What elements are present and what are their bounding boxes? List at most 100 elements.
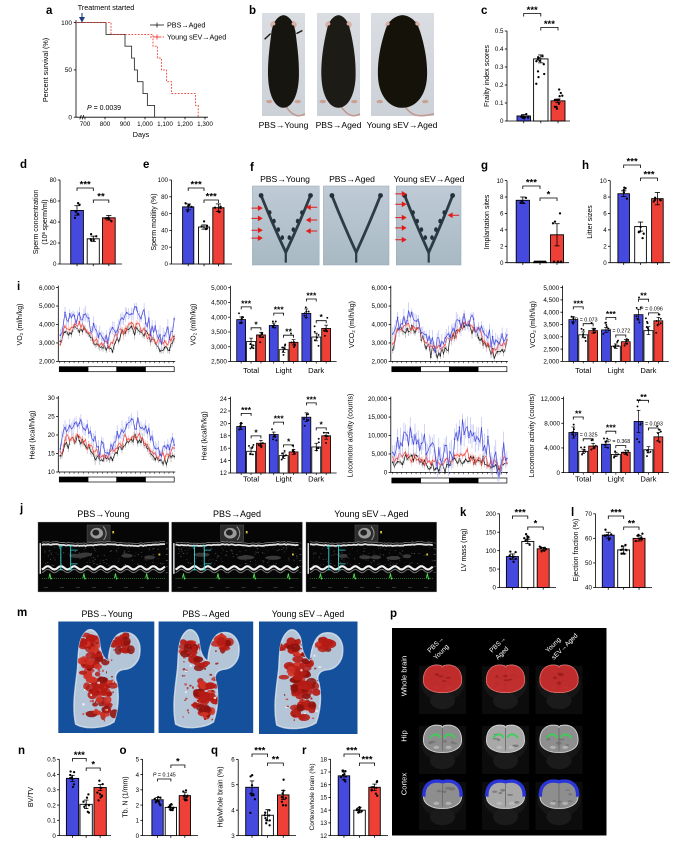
svg-text:3,000: 3,000 xyxy=(39,340,55,347)
svg-text:200: 200 xyxy=(486,511,497,518)
svg-text:3,500: 3,500 xyxy=(543,322,559,329)
svg-text:Light: Light xyxy=(275,366,292,375)
svg-text:Cortex: Cortex xyxy=(400,773,409,796)
svg-text:20: 20 xyxy=(48,432,56,439)
svg-text:0.1: 0.1 xyxy=(47,818,56,825)
svg-text:P = 0.272: P = 0.272 xyxy=(607,329,630,335)
svg-text:**: ** xyxy=(272,755,280,766)
svg-text:4,500: 4,500 xyxy=(543,297,559,304)
svg-text:***: *** xyxy=(306,291,317,301)
svg-text:***: *** xyxy=(80,180,91,191)
svg-text:***: *** xyxy=(643,170,654,181)
svg-text:P = 0.325: P = 0.325 xyxy=(575,432,598,438)
svg-text:0: 0 xyxy=(136,833,140,840)
svg-text:***: *** xyxy=(544,19,555,30)
svg-text:50: 50 xyxy=(489,566,496,573)
svg-text:6,000: 6,000 xyxy=(372,285,388,292)
svg-text:40: 40 xyxy=(161,228,168,235)
svg-text:8: 8 xyxy=(500,194,504,201)
svg-text:4: 4 xyxy=(500,227,504,234)
svg-text:***: *** xyxy=(526,178,537,189)
svg-text:***: *** xyxy=(274,414,285,424)
svg-text:VO2 (ml/h/kg): VO2 (ml/h/kg) xyxy=(17,304,24,346)
svg-text:PBS→Aged: PBS→Aged xyxy=(167,21,205,30)
svg-text:60: 60 xyxy=(161,211,168,218)
svg-text:i: i xyxy=(17,281,20,293)
svg-text:VCO2 (ml/h/kg): VCO2 (ml/h/kg) xyxy=(530,301,537,348)
svg-text:*: * xyxy=(320,312,324,322)
svg-text:1: 1 xyxy=(327,546,329,550)
svg-text:6: 6 xyxy=(231,757,235,764)
svg-text:10: 10 xyxy=(497,178,504,185)
svg-text:13: 13 xyxy=(320,820,327,827)
svg-text:70: 70 xyxy=(585,511,592,518)
svg-text:q: q xyxy=(211,745,218,757)
svg-text:4: 4 xyxy=(603,227,607,234)
svg-text:4,000: 4,000 xyxy=(372,322,388,329)
svg-text:40: 40 xyxy=(585,585,592,592)
svg-text:5: 5 xyxy=(136,757,140,764)
svg-text:0.3: 0.3 xyxy=(495,64,504,71)
svg-text:15,000: 15,000 xyxy=(368,414,388,421)
svg-text:Heat (kcal/h/kg): Heat (kcal/h/kg) xyxy=(202,411,209,460)
svg-text:f: f xyxy=(250,162,254,174)
svg-text:2,500: 2,500 xyxy=(543,346,559,353)
svg-text:5: 5 xyxy=(231,782,235,789)
svg-text:3,000: 3,000 xyxy=(543,334,559,341)
svg-text:VO2 (ml/h/kg): VO2 (ml/h/kg) xyxy=(191,304,198,346)
svg-text:**: ** xyxy=(640,291,647,301)
svg-text:60: 60 xyxy=(50,198,57,205)
svg-text:0: 0 xyxy=(500,260,504,267)
svg-text:r: r xyxy=(302,745,307,757)
svg-text:*: * xyxy=(547,190,551,201)
svg-text:100: 100 xyxy=(486,548,497,555)
svg-text:0.4: 0.4 xyxy=(495,46,504,53)
svg-text:1,000: 1,000 xyxy=(137,121,153,128)
svg-text:4: 4 xyxy=(136,772,140,779)
svg-text:4,000: 4,000 xyxy=(211,314,227,321)
svg-text:5,000: 5,000 xyxy=(543,285,559,292)
svg-text:Frailty index scores: Frailty index scores xyxy=(482,45,491,107)
svg-text:10: 10 xyxy=(600,178,607,185)
svg-text:PBS→Young: PBS→Young xyxy=(259,120,309,130)
svg-text:800: 800 xyxy=(100,121,111,128)
svg-text:0: 0 xyxy=(384,470,388,477)
svg-text:*: * xyxy=(287,436,291,446)
svg-text:**: ** xyxy=(640,392,647,402)
svg-text:2: 2 xyxy=(136,802,140,809)
svg-text:a: a xyxy=(46,5,53,17)
svg-text:**: ** xyxy=(628,519,636,530)
svg-text:3: 3 xyxy=(136,787,140,794)
svg-text:0.3: 0.3 xyxy=(47,787,56,794)
svg-text:0: 0 xyxy=(500,118,504,125)
svg-text:e: e xyxy=(143,159,149,171)
svg-text:14: 14 xyxy=(220,458,228,465)
svg-text:2: 2 xyxy=(603,244,607,251)
svg-text:***: *** xyxy=(241,298,252,308)
svg-text:1: 1 xyxy=(59,546,61,550)
svg-text:***: *** xyxy=(306,394,317,404)
svg-text:Treatment started: Treatment started xyxy=(78,3,134,12)
svg-text:0: 0 xyxy=(165,261,169,268)
svg-text:**: ** xyxy=(575,409,582,419)
svg-text:Young sEV→Aged: Young sEV→Aged xyxy=(394,174,465,184)
svg-text:4: 4 xyxy=(231,807,235,814)
svg-text:*: * xyxy=(320,419,324,429)
svg-text:***: *** xyxy=(527,5,538,16)
svg-text:24: 24 xyxy=(220,396,228,403)
svg-text:40: 40 xyxy=(50,219,57,226)
svg-text:**: ** xyxy=(97,192,105,203)
svg-text:10: 10 xyxy=(48,469,56,476)
svg-text:0: 0 xyxy=(52,833,56,840)
svg-text:30: 30 xyxy=(48,395,56,402)
svg-text:Days: Days xyxy=(133,130,150,139)
svg-text:***: *** xyxy=(274,305,285,315)
svg-text:0.5: 0.5 xyxy=(47,757,56,764)
svg-text:m: m xyxy=(17,607,27,619)
svg-text:17: 17 xyxy=(320,769,327,776)
svg-text:Total: Total xyxy=(575,475,591,484)
svg-text:Young sEV→Aged: Young sEV→Aged xyxy=(272,609,345,619)
svg-text:2,500: 2,500 xyxy=(211,359,227,366)
svg-text:6: 6 xyxy=(500,211,504,218)
svg-text:Ejection fraction (%): Ejection fraction (%) xyxy=(573,519,580,582)
